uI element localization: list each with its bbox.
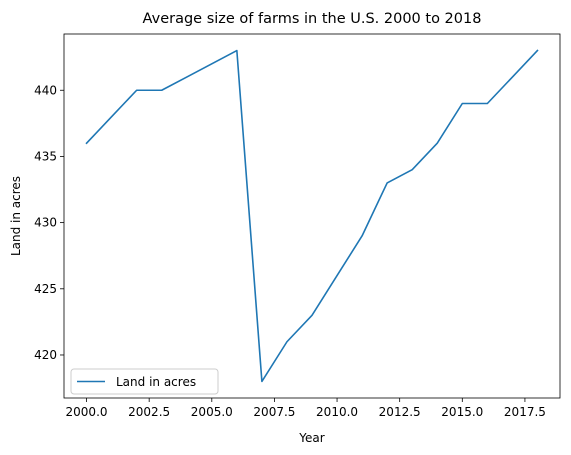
x-tick-label: 2010.0 bbox=[316, 405, 358, 419]
y-tick-label: 435 bbox=[34, 149, 57, 163]
x-tick-label: 2015.0 bbox=[441, 405, 483, 419]
y-axis-ticks: 420 425 430 435 440 bbox=[34, 83, 64, 362]
plot-frame bbox=[63, 33, 561, 399]
series-layer bbox=[85, 49, 539, 383]
x-axis-label: Year bbox=[298, 431, 324, 445]
x-tick-label: 2007.5 bbox=[253, 405, 295, 419]
chart-title: Average size of farms in the U.S. 2000 t… bbox=[143, 11, 482, 27]
series-line bbox=[85, 49, 539, 383]
y-tick-label: 420 bbox=[34, 348, 57, 362]
x-tick-label: 2017.5 bbox=[504, 405, 546, 419]
legend: Land in acres bbox=[70, 368, 219, 395]
x-tick-label: 2002.5 bbox=[128, 405, 170, 419]
x-tick-label: 2000.0 bbox=[66, 405, 108, 419]
y-tick-label: 440 bbox=[34, 83, 57, 97]
x-tick-label: 2005.0 bbox=[191, 405, 233, 419]
x-tick-label: 2012.5 bbox=[379, 405, 421, 419]
x-axis-ticks: 2000.0 2002.5 2005.0 2007.5 2010.0 2012.5 2015… bbox=[66, 398, 546, 419]
legend-box bbox=[70, 368, 219, 395]
y-tick-label: 425 bbox=[34, 282, 57, 296]
y-axis-label: Land in acres bbox=[9, 176, 23, 256]
y-tick-label: 430 bbox=[34, 216, 57, 230]
legend-label: Land in acres bbox=[116, 375, 196, 389]
